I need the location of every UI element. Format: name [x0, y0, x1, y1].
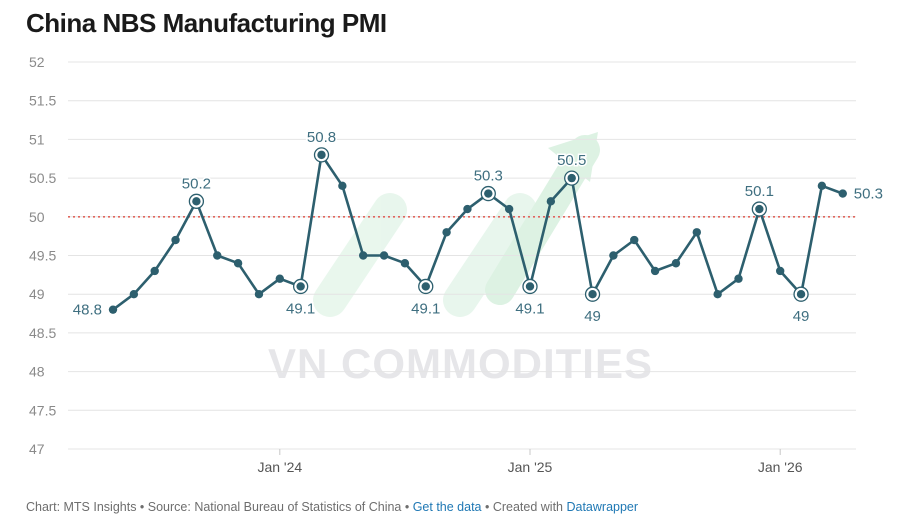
created-text: • Created with [481, 500, 567, 514]
data-point [150, 266, 159, 276]
data-point [671, 259, 681, 268]
data-label: 50.3 [474, 168, 503, 185]
data-label: 50.3 [854, 186, 883, 203]
data-point [588, 290, 597, 299]
data-point [546, 197, 556, 206]
data-point [796, 290, 806, 299]
data-label: 50.8 [307, 129, 336, 146]
y-tick-label: 50.5 [29, 170, 56, 186]
data-label: 50.5 [557, 152, 586, 169]
data-point [296, 282, 305, 291]
y-tick-label: 51.5 [29, 93, 56, 109]
data-point [713, 290, 722, 299]
line-chart: 52 51.5 51 50.5 50 49.5 49 48.5 48 47.5 47 Jan '24… [29, 54, 884, 475]
data-point [359, 251, 368, 260]
watermark-text: VN COMMODITIES [268, 340, 654, 387]
data-label: 49 [584, 308, 601, 325]
data-label: 50.2 [182, 175, 211, 192]
get-data-link[interactable]: Get the data [412, 500, 482, 514]
data-point [213, 251, 222, 260]
data-point [504, 204, 514, 214]
data-label: 49.1 [286, 300, 315, 317]
data-point [275, 274, 284, 283]
data-label: 49.1 [515, 300, 544, 317]
y-tick-label: 49.5 [29, 248, 56, 264]
data-point [525, 282, 535, 291]
data-point [233, 259, 243, 268]
data-point [817, 181, 827, 191]
y-tick-label: 52 [29, 54, 45, 70]
datawrapper-link[interactable]: Datawrapper [566, 500, 639, 514]
data-point [421, 282, 430, 291]
y-tick-label: 47 [29, 441, 45, 457]
data-point [734, 274, 743, 283]
y-tick-label: 48 [29, 364, 45, 380]
data-point [650, 266, 660, 276]
y-tick-label: 51 [29, 131, 45, 147]
data-point [129, 290, 139, 299]
y-tick-label: 48.5 [29, 325, 56, 341]
data-point [379, 251, 389, 260]
data-point [567, 173, 576, 183]
x-tick-label: Jan '26 [758, 459, 803, 475]
data-point [838, 189, 847, 198]
data-label: 50.1 [745, 183, 774, 200]
data-point [442, 228, 451, 237]
y-tick-label: 49 [29, 286, 45, 302]
data-point [692, 228, 701, 237]
source-text: Chart: MTS Insights • Source: National B… [26, 500, 413, 514]
data-point [254, 290, 264, 299]
data-label: 49 [793, 308, 810, 325]
data-point [317, 150, 326, 160]
data-point [755, 204, 764, 214]
chart-title: China NBS Manufacturing PMI [26, 8, 387, 38]
data-point [171, 235, 180, 245]
data-point [776, 266, 785, 276]
data-label: 49.1 [411, 300, 440, 317]
x-tick-label: Jan '25 [508, 459, 553, 475]
data-point [463, 204, 472, 214]
data-point [338, 181, 347, 191]
x-tick-label: Jan '24 [257, 459, 302, 475]
data-point [192, 197, 201, 206]
y-tick-label: 47.5 [29, 402, 56, 418]
data-label: 48.8 [73, 302, 102, 319]
data-point [400, 259, 410, 268]
data-point [484, 189, 493, 198]
data-point [609, 251, 618, 260]
data-point [630, 235, 639, 245]
data-point [108, 305, 118, 314]
chart-footer: Chart: MTS Insights • Source: National B… [26, 500, 638, 514]
y-tick-label: 50 [29, 209, 45, 225]
